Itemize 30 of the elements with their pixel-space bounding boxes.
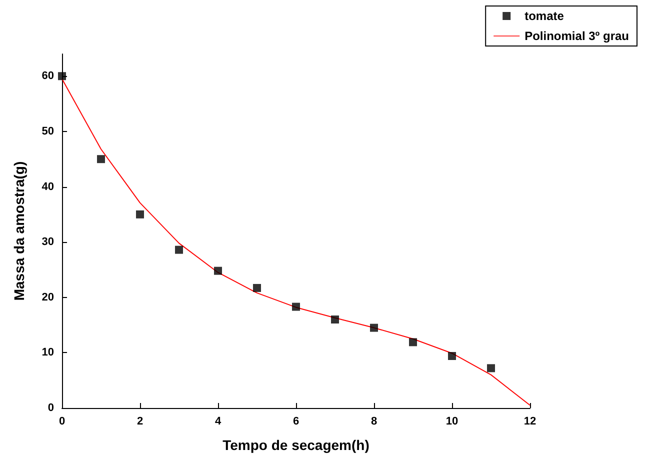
point [97, 155, 105, 164]
y-tick-label: 40 [42, 180, 54, 193]
x-tick-label: 4 [214, 416, 222, 428]
point [136, 210, 144, 218]
point [214, 266, 222, 275]
point [448, 352, 456, 360]
point [370, 324, 378, 332]
x-tick-label: 12 [524, 416, 536, 428]
y-tick-label: 30 [42, 236, 54, 248]
x-tick-label: 10 [446, 416, 458, 428]
legend-label: Polinomial 3º grau [524, 29, 630, 43]
point [58, 72, 66, 80]
y-tick-label: 20 [42, 291, 54, 304]
point [487, 364, 495, 372]
x-tick-label: 2 [136, 416, 144, 428]
point [253, 284, 261, 292]
point [331, 316, 339, 324]
y-tick-label: 0 [48, 402, 54, 414]
x-tick-label: 8 [370, 416, 378, 428]
x-tick-label: 6 [292, 416, 300, 428]
x-axis-title: Tempo de secagem(h) [222, 437, 370, 453]
y-axis-title: Massa da amostra(g) [11, 161, 27, 301]
y-tick-label: 10 [42, 346, 54, 359]
y-tick-label: 60 [42, 70, 54, 82]
point [409, 338, 417, 346]
x-tick-label: 0 [58, 416, 66, 428]
point [292, 302, 300, 311]
point [175, 246, 183, 254]
legend-label: tomate [524, 9, 564, 23]
y-tick-label: 50 [42, 125, 54, 138]
